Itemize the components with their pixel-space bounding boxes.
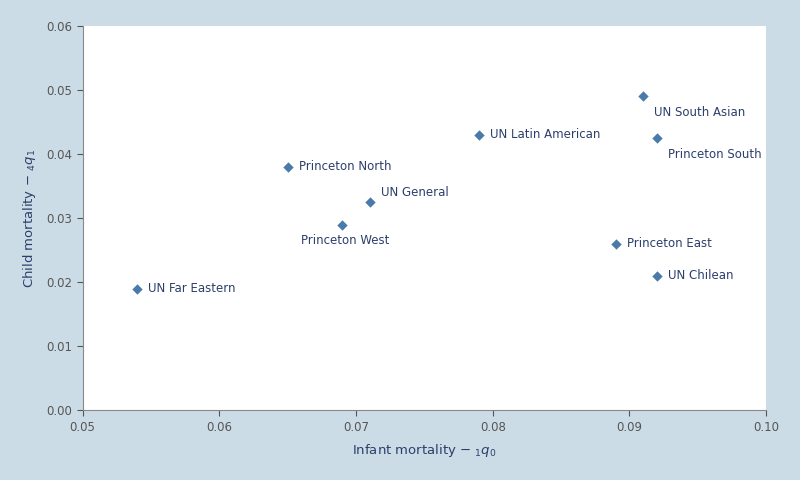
Y-axis label: Child mortality $-$ $_{4}q_{1}$: Child mortality $-$ $_{4}q_{1}$ xyxy=(21,149,38,288)
Point xyxy=(131,285,144,292)
Text: Princeton East: Princeton East xyxy=(626,237,711,250)
Text: UN General: UN General xyxy=(381,186,448,199)
Text: UN Chilean: UN Chilean xyxy=(668,269,734,282)
Text: Princeton West: Princeton West xyxy=(302,234,390,247)
X-axis label: Infant mortality $-$ $_{1}q_{0}$: Infant mortality $-$ $_{1}q_{0}$ xyxy=(352,442,497,459)
Text: Princeton South: Princeton South xyxy=(668,147,762,160)
Text: UN Latin American: UN Latin American xyxy=(490,128,600,141)
Point xyxy=(637,93,650,100)
Point xyxy=(650,134,663,142)
Point xyxy=(473,131,486,139)
Text: Princeton North: Princeton North xyxy=(298,160,391,173)
Text: UN Far Eastern: UN Far Eastern xyxy=(148,282,236,295)
Point xyxy=(363,198,376,206)
Point xyxy=(336,221,349,228)
Point xyxy=(610,240,622,248)
Point xyxy=(650,272,663,280)
Point xyxy=(282,163,294,171)
Text: UN South Asian: UN South Asian xyxy=(654,106,746,119)
